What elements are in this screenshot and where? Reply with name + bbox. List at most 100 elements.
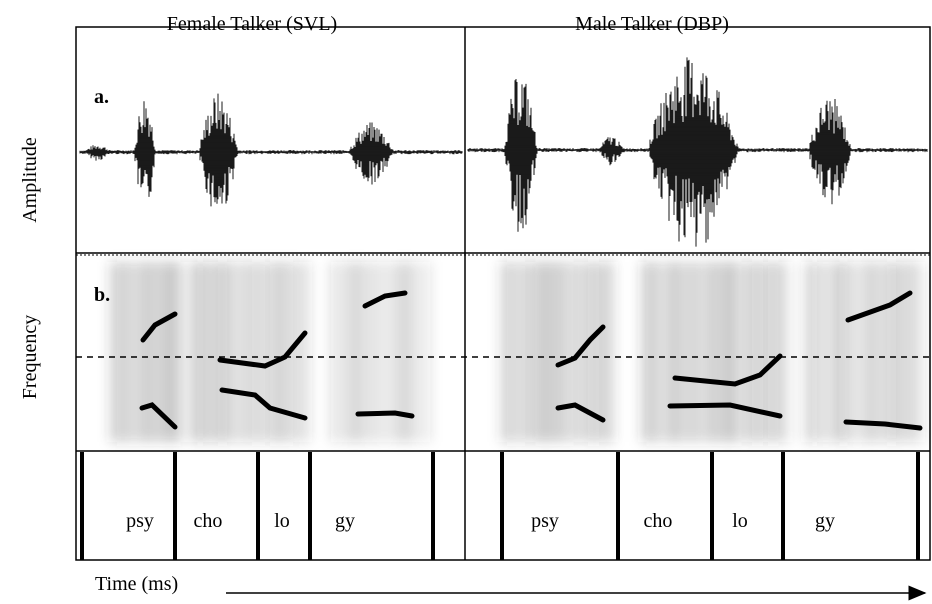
spectrogram-band: [146, 262, 151, 442]
spectrogram-band: [214, 262, 219, 442]
spectrogram-band: [572, 262, 577, 442]
spectrogram-band: [524, 262, 529, 442]
spectrogram: [110, 262, 924, 442]
spectrogram-band: [907, 262, 912, 442]
spectrogram-band: [164, 262, 169, 442]
spectrogram-band: [712, 262, 717, 442]
spectrogram-band: [754, 262, 759, 442]
spectrogram-band: [190, 262, 195, 442]
spectrogram-band: [530, 262, 535, 442]
spectrogram-band: [366, 262, 371, 442]
spectrogram-band: [706, 262, 711, 442]
spectrogram-band: [608, 262, 613, 442]
spectrogram-band: [724, 262, 729, 442]
spectrogram-band: [835, 262, 840, 442]
spectrogram-band: [268, 262, 273, 442]
spectrogram-band: [748, 262, 753, 442]
syllable: psy: [531, 510, 559, 532]
spectrogram-band: [384, 262, 389, 442]
spectrogram-band: [742, 262, 747, 442]
spectrogram-band: [817, 262, 822, 442]
spectrogram-band: [602, 262, 607, 442]
spectrogram-band: [682, 262, 687, 442]
spectrogram-band: [913, 262, 918, 442]
spectrogram-band: [408, 262, 413, 442]
spectrogram-band: [304, 262, 309, 442]
spectrogram-band: [208, 262, 213, 442]
frame: [75, 26, 931, 561]
spectrogram-band: [196, 262, 201, 442]
spectrogram-band: [354, 262, 359, 442]
panel-label: b.: [94, 284, 110, 306]
spectrogram-band: [730, 262, 735, 442]
syllable: cho: [194, 510, 223, 532]
spectrogram-band: [847, 262, 852, 442]
spectrogram-band: [330, 262, 335, 442]
spectrogram-band: [256, 262, 261, 442]
spectrogram-band: [506, 262, 511, 442]
panel-label: a.: [94, 86, 109, 108]
spectrogram-band: [670, 262, 675, 442]
spectrogram-band: [152, 262, 157, 442]
spectrogram-band: [548, 262, 553, 442]
spectrogram-band: [823, 262, 828, 442]
spectrogram-band: [584, 262, 589, 442]
spectrogram-band: [250, 262, 255, 442]
spectrogram-band: [158, 262, 163, 442]
spectrogram-band: [128, 262, 133, 442]
spectrogram-band: [110, 262, 115, 442]
spectrogram-band: [238, 262, 243, 442]
spectrogram-band: [829, 262, 834, 442]
spectrogram-band: [140, 262, 145, 442]
spectrogram-band: [420, 262, 425, 442]
spectrogram-band: [772, 262, 777, 442]
row-label: Amplitude: [19, 137, 41, 223]
spectrogram-band: [518, 262, 523, 442]
spectrogram-band: [202, 262, 207, 442]
spectrogram-band: [596, 262, 601, 442]
spectrogram-band: [116, 262, 121, 442]
spectrogram-band: [640, 262, 645, 442]
spectrogram-band: [542, 262, 547, 442]
spectrogram-band: [700, 262, 705, 442]
spectrogram-band: [560, 262, 565, 442]
spectrogram-band: [919, 262, 924, 442]
spectrogram-band: [901, 262, 906, 442]
spectrogram-band: [853, 262, 858, 442]
formant-tracks: [139, 290, 923, 431]
spectrogram-band: [871, 262, 876, 442]
spectrogram-band: [718, 262, 723, 442]
spectrogram-band: [274, 262, 279, 442]
syllable: psy: [126, 510, 154, 532]
spectrogram-band: [590, 262, 595, 442]
spectrogram-band: [841, 262, 846, 442]
spectrogram-band: [778, 262, 783, 442]
spectrogram-band: [360, 262, 365, 442]
spectrogram-band: [336, 262, 341, 442]
spectrogram-band: [244, 262, 249, 442]
spectrogram-band: [298, 262, 303, 442]
spectrogram-band: [784, 262, 789, 442]
waveform: [79, 57, 928, 247]
column-title: Male Talker (DBP): [575, 13, 729, 35]
spectrogram-band: [262, 262, 267, 442]
spectrogram-band: [805, 262, 810, 442]
spectrogram-band: [676, 262, 681, 442]
syllable: gy: [335, 510, 355, 532]
syllable: lo: [274, 510, 290, 532]
spectrogram-band: [889, 262, 894, 442]
spectrogram-band: [122, 262, 127, 442]
spectrogram-band: [766, 262, 771, 442]
spectrogram-band: [566, 262, 571, 442]
spectrogram-band: [536, 262, 541, 442]
spectrogram-band: [760, 262, 765, 442]
spectrogram-band: [688, 262, 693, 442]
waveform-trace: [79, 57, 928, 247]
spectrogram-band: [220, 262, 225, 442]
spectrogram-band: [342, 262, 347, 442]
row-label: Frequency: [19, 315, 41, 399]
spectrogram-band: [348, 262, 353, 442]
spectrogram-band: [176, 262, 181, 442]
spectrogram-band: [859, 262, 864, 442]
column-title: Female Talker (SVL): [167, 13, 337, 35]
